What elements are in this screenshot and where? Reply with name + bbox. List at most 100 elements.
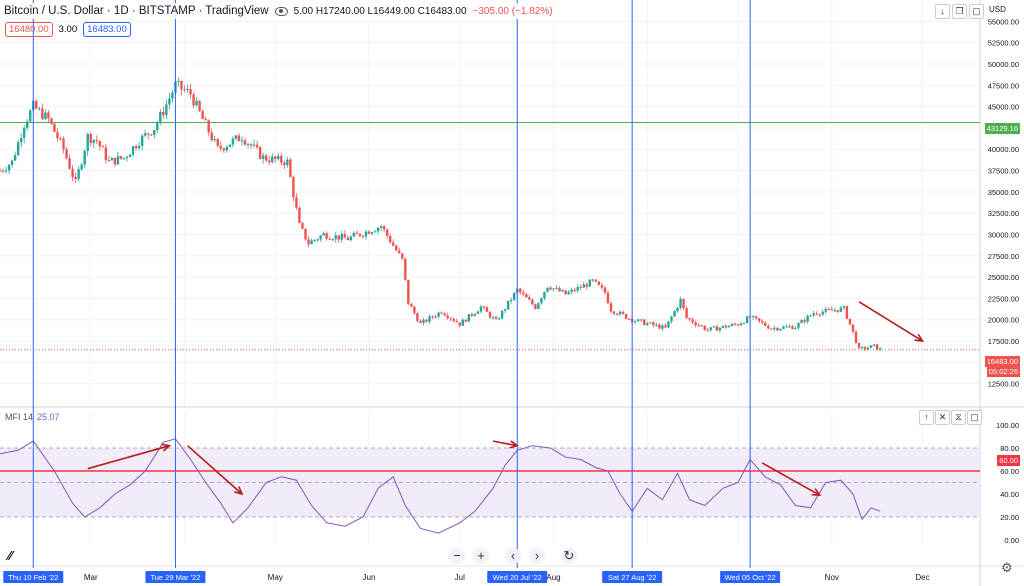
trend-arrow-head — [234, 486, 244, 496]
candle-body — [180, 81, 183, 90]
candle-body — [150, 134, 153, 136]
chevron-right-icon[interactable]: › — [529, 548, 545, 564]
candle-body — [764, 322, 767, 326]
countdown-label: 05:02:26 — [986, 366, 1020, 377]
eye-icon[interactable] — [274, 6, 288, 16]
candle-body — [667, 321, 670, 328]
arrow-down-icon[interactable]: ↓ — [935, 4, 950, 19]
candle-body — [703, 325, 706, 330]
candle-body — [140, 135, 144, 146]
chevron-left-icon[interactable]: ‹ — [505, 548, 521, 564]
symbol-title[interactable]: Bitcoin / U.S. Dollar · 1D · BITSTAMP · … — [4, 5, 269, 17]
candle-body — [382, 226, 386, 230]
candle-body — [128, 154, 132, 158]
candle-body — [26, 121, 29, 128]
candle-body — [779, 328, 782, 331]
gear-icon[interactable]: ⚙ — [1001, 560, 1013, 575]
candle-body — [19, 138, 23, 143]
candle-body — [751, 316, 755, 318]
candle-body — [171, 92, 174, 99]
candle-body — [313, 239, 316, 241]
candle-body — [425, 319, 428, 322]
candle-body — [473, 313, 477, 316]
candle-body — [540, 298, 543, 304]
price-tick-label: 27500.00 — [988, 252, 1019, 261]
candle-body — [385, 229, 389, 236]
mfi-band — [0, 122, 980, 518]
candle-body — [367, 231, 371, 234]
candle-body — [401, 253, 404, 259]
candle-body — [443, 313, 446, 316]
candle-body — [579, 286, 582, 288]
price-tick-label: 45000.00 — [988, 103, 1019, 112]
vline-date-badge — [602, 571, 663, 583]
price-tick-label: 52500.00 — [988, 39, 1019, 48]
mfi-tick-label: 80.00 — [1000, 444, 1019, 453]
candle-body — [830, 309, 833, 311]
candle-body — [47, 112, 50, 119]
maximize-icon[interactable]: ▢ — [967, 410, 982, 425]
candle-body — [192, 94, 195, 106]
candle-body — [685, 308, 688, 319]
candle-body — [204, 119, 207, 121]
minus-icon[interactable]: − — [449, 548, 465, 564]
candle-body — [286, 159, 289, 166]
candle-body — [682, 298, 685, 309]
candle-body — [331, 239, 334, 241]
reset-icon[interactable]: ↻ — [561, 548, 577, 564]
price-tick-label: 37500.00 — [988, 167, 1019, 176]
mfi-tick-label: 20.00 — [1000, 513, 1019, 522]
price-tick-label: 17500.00 — [988, 337, 1019, 346]
candle-body — [355, 232, 359, 234]
candle-body — [736, 324, 740, 326]
trend-arrow-line — [858, 301, 923, 342]
tv-logo-icon[interactable]: ⁄⁄ — [8, 548, 13, 563]
time-tick-label: Jul — [455, 573, 465, 582]
close-icon[interactable]: ✕ — [935, 410, 950, 425]
candle-body — [410, 303, 413, 307]
candle-body — [207, 120, 210, 133]
price-tick-label: 35000.00 — [988, 188, 1019, 197]
price-tick-label: 55000.00 — [988, 17, 1019, 26]
candle-body — [44, 112, 47, 119]
candle-body — [860, 347, 864, 349]
vline-date-label: Tue 29 Mar '22 — [150, 573, 200, 582]
plus-icon[interactable]: + — [473, 548, 489, 564]
candle-body — [470, 314, 474, 316]
buy-button[interactable]: 16483.00 — [83, 22, 131, 37]
candle-body — [455, 321, 458, 323]
candle-body — [497, 318, 501, 320]
spread-value: 3.00 — [58, 24, 78, 35]
price-tick-label: 47500.00 — [988, 81, 1019, 90]
candle-body — [143, 133, 147, 136]
candle-body — [370, 232, 374, 234]
candle-body — [404, 258, 407, 280]
arrow-up-icon[interactable]: ↑ — [919, 410, 934, 425]
price-tick-label: 30000.00 — [988, 230, 1019, 239]
candle-body — [633, 321, 637, 323]
maximize-icon[interactable]: ▢ — [969, 4, 984, 19]
candle-body — [573, 289, 576, 291]
candle-body — [745, 316, 749, 323]
candle-body — [794, 327, 797, 330]
candle-body — [62, 138, 65, 150]
candle-body — [210, 132, 213, 141]
candle-body — [479, 306, 483, 312]
candle-body — [68, 158, 71, 169]
mfi-name[interactable]: MFI 14 — [5, 412, 34, 422]
vline-date-label: Wed 20 Jul '22 — [493, 573, 542, 582]
collapse-icon[interactable]: ⧖ — [951, 410, 966, 425]
candle-body — [280, 155, 283, 163]
candle-body — [709, 327, 713, 331]
candle-body — [806, 315, 809, 322]
candle-body — [452, 318, 455, 322]
price-tick-label: 40000.00 — [988, 145, 1019, 154]
candle-body — [274, 156, 277, 160]
restore-icon[interactable]: ❐ — [952, 4, 967, 19]
candle-body — [392, 242, 395, 246]
candle-body — [159, 111, 162, 123]
candle-body — [446, 315, 449, 319]
sell-button[interactable]: 16480.00 — [5, 22, 53, 37]
